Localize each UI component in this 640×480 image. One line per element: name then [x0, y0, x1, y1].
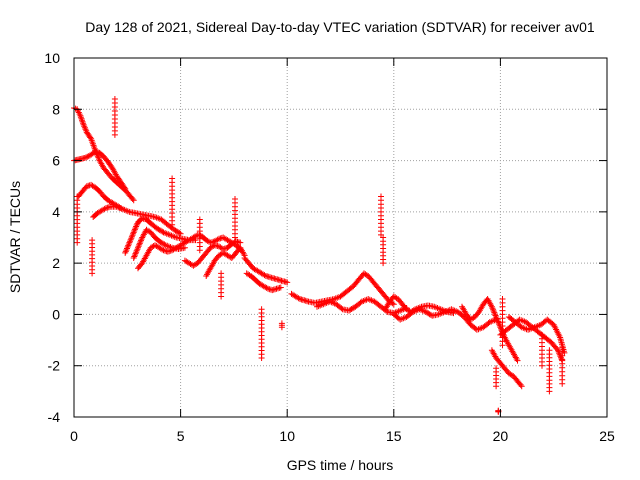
data-point	[196, 216, 203, 223]
data-point	[169, 175, 176, 182]
grid	[74, 58, 607, 417]
data-point	[493, 315, 500, 322]
y-tick-labels: -4 -2 0 2 4 6 8 10	[44, 50, 60, 425]
data-point	[130, 230, 137, 237]
data-point	[378, 193, 384, 200]
data-point	[122, 185, 129, 192]
data-point	[134, 246, 141, 253]
x-axis-label: GPS time / hours	[287, 457, 394, 473]
data-point	[84, 153, 91, 160]
data-point	[122, 248, 129, 255]
data-point	[121, 184, 128, 191]
data-point	[499, 296, 506, 302]
y-tick-label: 6	[52, 153, 60, 169]
data-point	[559, 344, 566, 351]
data-point	[338, 305, 345, 312]
x-tick-label: 5	[177, 428, 185, 444]
y-axis-label: SDTVAR / TECUs	[7, 181, 23, 293]
data-point	[89, 237, 96, 244]
plot-border	[73, 57, 608, 418]
data-point	[130, 197, 137, 204]
data-point	[277, 284, 284, 291]
data-point	[518, 383, 525, 390]
data-point	[261, 272, 268, 279]
y-tick-label: -4	[48, 409, 61, 425]
data-point	[218, 270, 225, 277]
data-point	[214, 236, 221, 243]
data-point	[136, 241, 143, 248]
x-tick-labels: 0 5 10 15 20 25	[70, 428, 615, 444]
x-tick-label: 15	[386, 428, 402, 444]
data-point	[81, 155, 88, 161]
data-point	[128, 235, 135, 242]
y-tick-label: -2	[48, 358, 61, 374]
data-point	[278, 320, 285, 327]
y-tick-label: 8	[52, 101, 60, 117]
x-tick-label: 0	[70, 428, 78, 444]
x-tick-label: 25	[599, 428, 615, 444]
data-point	[161, 241, 168, 248]
data-point	[74, 193, 81, 200]
data-point	[258, 306, 265, 313]
data-point	[495, 319, 502, 326]
data-points	[71, 96, 568, 415]
data-point	[181, 244, 188, 251]
data-point	[517, 381, 524, 388]
data-point	[129, 196, 136, 202]
data-point	[101, 205, 108, 212]
y-tick-label: 10	[44, 50, 60, 66]
data-point	[284, 279, 291, 286]
data-point	[124, 244, 131, 250]
data-point	[295, 295, 302, 302]
data-point	[126, 239, 133, 246]
data-point	[380, 234, 387, 241]
y-tick-label: 0	[52, 306, 60, 322]
data-point	[131, 226, 138, 233]
data-point	[490, 306, 497, 313]
x-tick-label: 10	[279, 428, 295, 444]
data-point	[83, 154, 89, 161]
data-point	[493, 365, 500, 372]
data-point	[159, 246, 166, 253]
data-point	[491, 311, 498, 318]
data-point	[176, 229, 183, 236]
data-point	[138, 237, 144, 244]
data-point	[159, 228, 166, 235]
data-point	[390, 301, 397, 308]
data-point	[546, 347, 553, 354]
data-point	[131, 253, 138, 260]
data-point	[133, 222, 140, 228]
data-point	[111, 96, 118, 102]
y-tick-label: 4	[52, 204, 60, 220]
axis-ticks	[73, 57, 608, 418]
y-tick-label: 2	[52, 255, 60, 271]
x-tick-label: 20	[493, 428, 509, 444]
data-point	[237, 239, 244, 246]
data-point	[263, 284, 270, 291]
data-point	[132, 250, 139, 257]
data-point	[232, 196, 238, 202]
data-point	[539, 331, 545, 338]
chart-title: Day 128 of 2021, Sidereal Day-to-day VTE…	[85, 19, 595, 35]
data-point	[514, 357, 521, 364]
